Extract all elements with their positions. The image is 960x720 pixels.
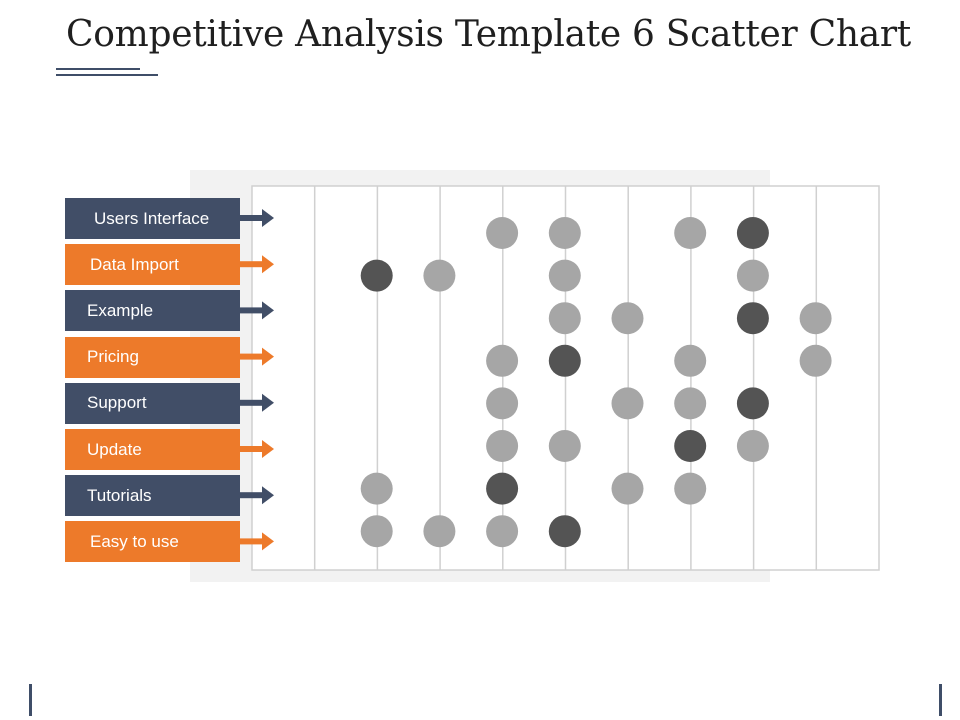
data-point-light [674,387,707,420]
data-point-dark [736,302,769,335]
row-arrow-head [262,255,274,274]
data-point-light [736,259,769,292]
row-label: Pricing [65,336,240,378]
row-arrow-shaft [240,353,264,360]
row-arrow-shaft [240,446,264,452]
row-label: Example [65,290,240,332]
data-point-light [486,344,519,377]
row-arrow-head [262,209,274,227]
data-point-dark [486,472,519,505]
row-arrow-shaft [240,492,264,499]
data-point-light [799,302,832,335]
data-point-light [548,259,581,292]
right-corner-mark [939,684,942,716]
data-point-light [736,430,769,462]
data-point-light [548,217,581,249]
data-point-light [486,430,519,462]
data-point-dark [736,217,769,249]
data-point-light [548,302,581,335]
data-point-dark [360,259,393,292]
data-point-light [611,472,644,505]
row-arrow-head [262,440,274,458]
data-point-light [360,515,393,548]
data-point-light [548,430,581,462]
row-arrow-shaft [240,307,264,314]
row-arrow-head [262,301,274,320]
data-point-light [486,387,519,420]
row-arrow-head [262,486,274,505]
data-point-dark [548,344,581,377]
row-label: Data Import [65,244,240,286]
data-point-light [423,259,456,292]
row-label: Easy to use [65,521,240,563]
row-arrow-shaft [240,399,264,406]
data-point-light [674,344,707,377]
row-label: Support [65,382,240,424]
data-point-light [486,515,519,548]
data-point-dark [548,515,581,548]
row-label: Update [65,429,240,470]
data-point-light [486,217,519,249]
data-point-light [611,302,644,335]
page-title: Competitive Analysis Template 6 Scatter … [66,14,911,55]
data-point-light [360,472,393,505]
row-arrow-shaft [240,538,264,545]
row-arrow-head [262,532,274,551]
data-point-light [423,515,456,548]
row-arrow-shaft [240,215,264,221]
data-point-dark [674,430,707,462]
data-point-light [674,217,707,249]
title-underline-short [56,68,140,70]
row-label: Users Interface [65,198,240,239]
data-point-light [674,472,707,505]
row-arrow-shaft [240,261,264,268]
left-corner-mark [29,684,32,716]
data-point-dark [736,387,769,420]
data-point-light [611,387,644,420]
row-arrow-head [262,347,274,366]
title-underline-long [56,74,158,76]
data-point-light [799,344,832,377]
row-label: Tutorials [65,475,240,517]
row-arrow-head [262,393,274,412]
